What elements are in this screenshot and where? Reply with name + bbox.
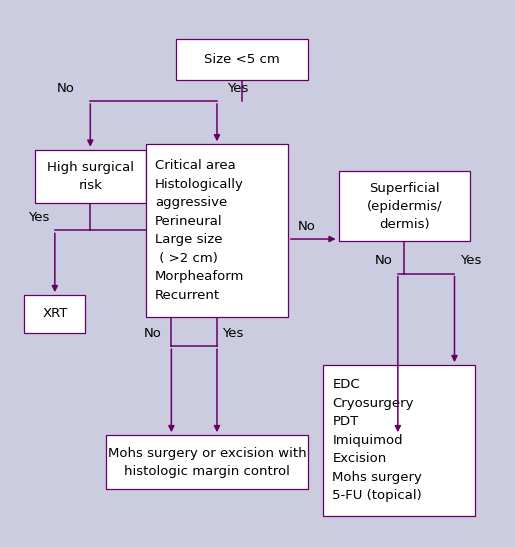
Text: Yes: Yes — [227, 82, 248, 95]
FancyBboxPatch shape — [24, 295, 85, 333]
Text: EDC
Cryosurgery
PDT
Imiquimod
Excision
Mohs surgery
5-FU (topical): EDC Cryosurgery PDT Imiquimod Excision M… — [333, 379, 422, 503]
FancyBboxPatch shape — [106, 435, 308, 489]
FancyBboxPatch shape — [323, 365, 475, 516]
Text: Yes: Yes — [459, 254, 481, 267]
Text: Superficial
(epidermis/
dermis): Superficial (epidermis/ dermis) — [367, 182, 442, 231]
Text: Critical area
Histologically
aggressive
Perineural
Large size
 ( >2 cm)
Morpheaf: Critical area Histologically aggressive … — [155, 159, 245, 301]
Text: No: No — [57, 82, 75, 95]
Text: Yes: Yes — [28, 211, 50, 224]
Text: Size <5 cm: Size <5 cm — [204, 53, 280, 66]
Text: Mohs surgery or excision with
histologic margin control: Mohs surgery or excision with histologic… — [108, 446, 306, 478]
FancyBboxPatch shape — [146, 144, 288, 317]
FancyBboxPatch shape — [338, 171, 470, 241]
FancyBboxPatch shape — [177, 39, 308, 79]
Text: XRT: XRT — [42, 307, 67, 321]
Text: No: No — [375, 254, 393, 267]
Text: No: No — [298, 219, 316, 232]
Text: Yes: Yes — [222, 327, 244, 340]
Text: High surgical
risk: High surgical risk — [47, 161, 134, 192]
FancyBboxPatch shape — [35, 150, 146, 203]
Text: No: No — [143, 327, 161, 340]
